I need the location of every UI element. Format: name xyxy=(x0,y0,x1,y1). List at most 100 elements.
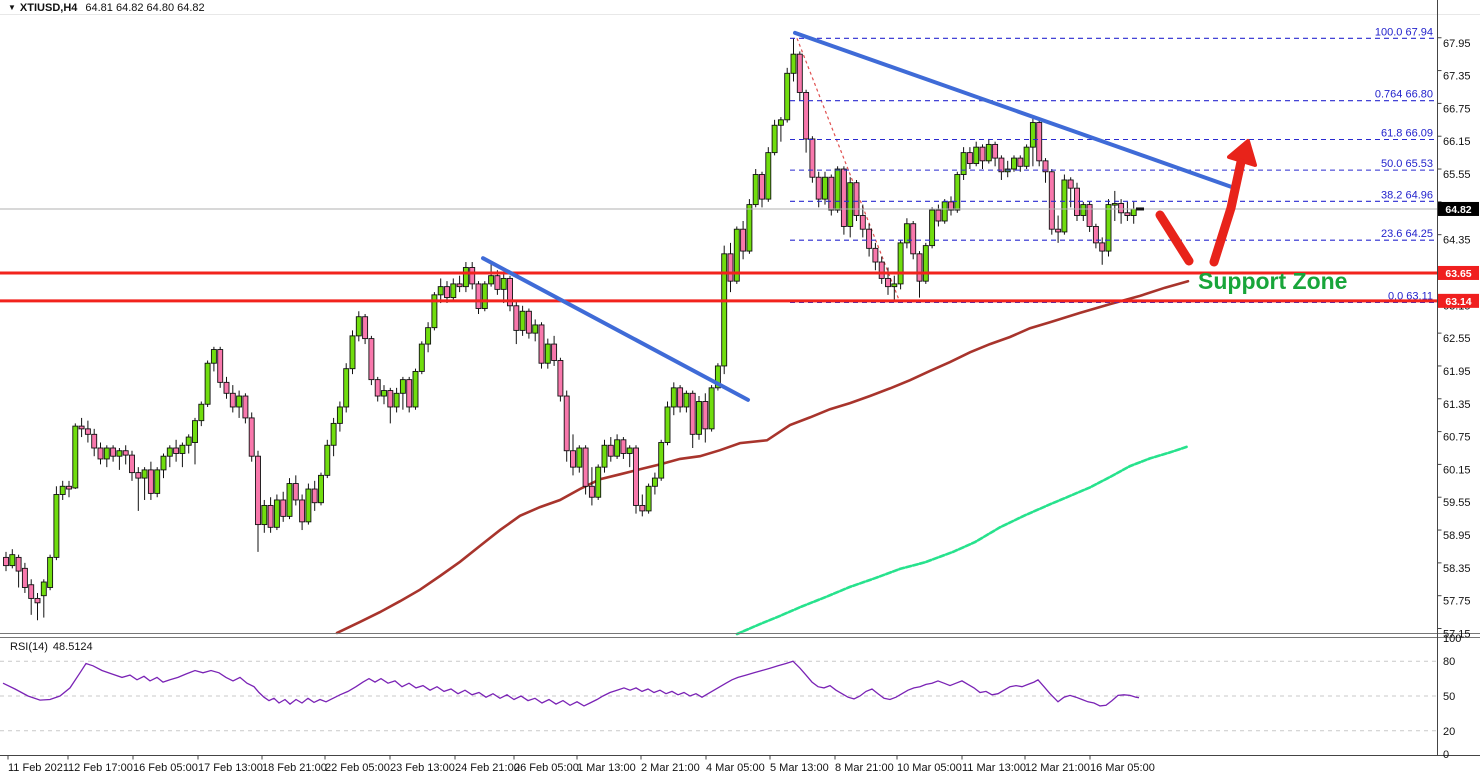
candle-body xyxy=(941,201,948,222)
bounce-arrow[interactable] xyxy=(1155,139,1257,267)
candle-body xyxy=(670,387,677,408)
candle-body xyxy=(809,138,816,178)
support-price-tag xyxy=(1438,265,1479,280)
candle-body xyxy=(513,305,520,331)
ma-slow-line xyxy=(335,279,1190,635)
candle-body xyxy=(280,499,287,517)
rsi-axis-label: 20 xyxy=(1443,726,1455,738)
candle-body xyxy=(242,395,249,419)
candle-body xyxy=(948,201,954,211)
candle-body xyxy=(362,316,369,340)
ma-fast-line xyxy=(735,445,1190,636)
time-tick-label: 4 Mar 05:00 xyxy=(706,762,765,774)
candle-body xyxy=(733,228,740,282)
candle-body xyxy=(1042,160,1049,173)
fib-retracement[interactable]: 100.0 67.94 0.764 66.80 61.8 66.09 50.0 65.… xyxy=(790,26,1438,304)
time-tick-label: 16 Mar 05:00 xyxy=(1090,762,1155,774)
candle-body xyxy=(267,504,274,528)
candle-body xyxy=(412,370,419,408)
candle-body xyxy=(740,228,747,252)
price-axis[interactable]: 67.9567.3566.7566.1565.5564.9564.3563.75… xyxy=(1437,37,1471,641)
candle-body xyxy=(595,466,602,498)
candle-body xyxy=(349,335,356,370)
candle-body xyxy=(859,215,866,230)
price-tick-label: 59.55 xyxy=(1443,497,1471,509)
candle-body xyxy=(406,379,413,408)
candle-body xyxy=(3,556,9,567)
rsi-pane[interactable]: 100 80 50 20 0 xyxy=(0,633,1461,761)
support-zone-annotation: Support Zone xyxy=(1198,268,1348,294)
candle-body xyxy=(885,277,891,288)
rsi-axis-label: 100 xyxy=(1443,633,1461,645)
candle-body xyxy=(1080,204,1087,216)
candle-body xyxy=(110,447,117,457)
candle-body xyxy=(1118,203,1125,214)
candle-body xyxy=(853,182,860,216)
candle-body xyxy=(305,488,312,523)
candle-body xyxy=(866,228,873,249)
candle-body xyxy=(116,450,123,457)
trendline[interactable] xyxy=(793,30,1234,190)
time-tick-label: 22 Feb 05:00 xyxy=(325,762,390,774)
ohlc-values: 64.81 64.82 64.80 64.82 xyxy=(85,2,205,14)
candle-body xyxy=(551,343,558,361)
time-tick-label: 5 Mar 13:00 xyxy=(770,762,829,774)
support-price-tag xyxy=(1438,293,1479,308)
candle-body xyxy=(840,168,847,227)
candle-body xyxy=(1124,212,1131,216)
candle-body xyxy=(614,439,621,457)
candle-body xyxy=(872,247,879,263)
candle-body xyxy=(437,286,444,296)
current-price-tag xyxy=(1438,201,1479,216)
time-tick-label: 11 Mar 13:00 xyxy=(962,762,1026,774)
candle-body xyxy=(9,554,16,567)
candle-body xyxy=(97,447,104,460)
candle-body xyxy=(677,387,684,408)
price-tick-label: 62.55 xyxy=(1443,333,1471,345)
price-tick-label: 58.35 xyxy=(1443,563,1471,575)
candle-body xyxy=(318,474,324,504)
candle-body xyxy=(330,422,337,446)
price-tick-label: 67.35 xyxy=(1443,71,1471,83)
time-tick-label: 16 Feb 05:00 xyxy=(133,762,198,774)
candle-body xyxy=(204,362,211,405)
price-tick-label: 58.95 xyxy=(1443,530,1471,542)
price-tick-label: 60.75 xyxy=(1443,432,1471,444)
candle-body xyxy=(897,242,904,285)
current-price-tag-text: 64.82 xyxy=(1445,204,1471,216)
candle-body xyxy=(1111,203,1118,206)
rsi-name: RSI(14) xyxy=(10,641,48,653)
candle-body xyxy=(992,143,999,159)
candle-body xyxy=(645,485,652,512)
candle-body xyxy=(784,72,791,121)
candle-body xyxy=(765,152,772,200)
time-tick-label: 23 Feb 13:00 xyxy=(390,762,455,774)
candle-body xyxy=(192,420,198,443)
fib-level-label: 23.6 64.25 xyxy=(1381,228,1433,240)
candle-body xyxy=(803,92,810,140)
support-price-tag-text: 63.65 xyxy=(1445,268,1471,280)
support-price-tag-text: 63.14 xyxy=(1445,296,1471,308)
rsi-line xyxy=(2,660,1140,707)
last-price-dash xyxy=(1136,207,1144,211)
candle-body xyxy=(960,152,967,175)
candle-body xyxy=(658,442,665,479)
candle-body xyxy=(1055,228,1062,233)
fib-diagonal-line[interactable] xyxy=(796,38,901,303)
candle-body xyxy=(217,349,224,383)
candle-body xyxy=(1017,157,1024,167)
candle-body xyxy=(1092,226,1099,244)
candle-body xyxy=(387,390,394,408)
chevron-down-icon[interactable]: ▼ xyxy=(8,3,16,12)
candle-body xyxy=(752,174,759,206)
price-tick-label: 61.35 xyxy=(1443,399,1471,411)
candle-body xyxy=(544,343,551,364)
time-axis[interactable]: 11 Feb 2021 12 Feb 17:00 16 Feb 05:00 17 Fe… xyxy=(7,755,1155,775)
trendline[interactable] xyxy=(481,256,750,402)
candle-body xyxy=(525,310,532,334)
candle-body xyxy=(475,283,482,309)
rsi-axis-label: 0 xyxy=(1443,749,1449,761)
candle-body xyxy=(229,392,236,408)
price-tick-label: 67.95 xyxy=(1443,38,1471,50)
